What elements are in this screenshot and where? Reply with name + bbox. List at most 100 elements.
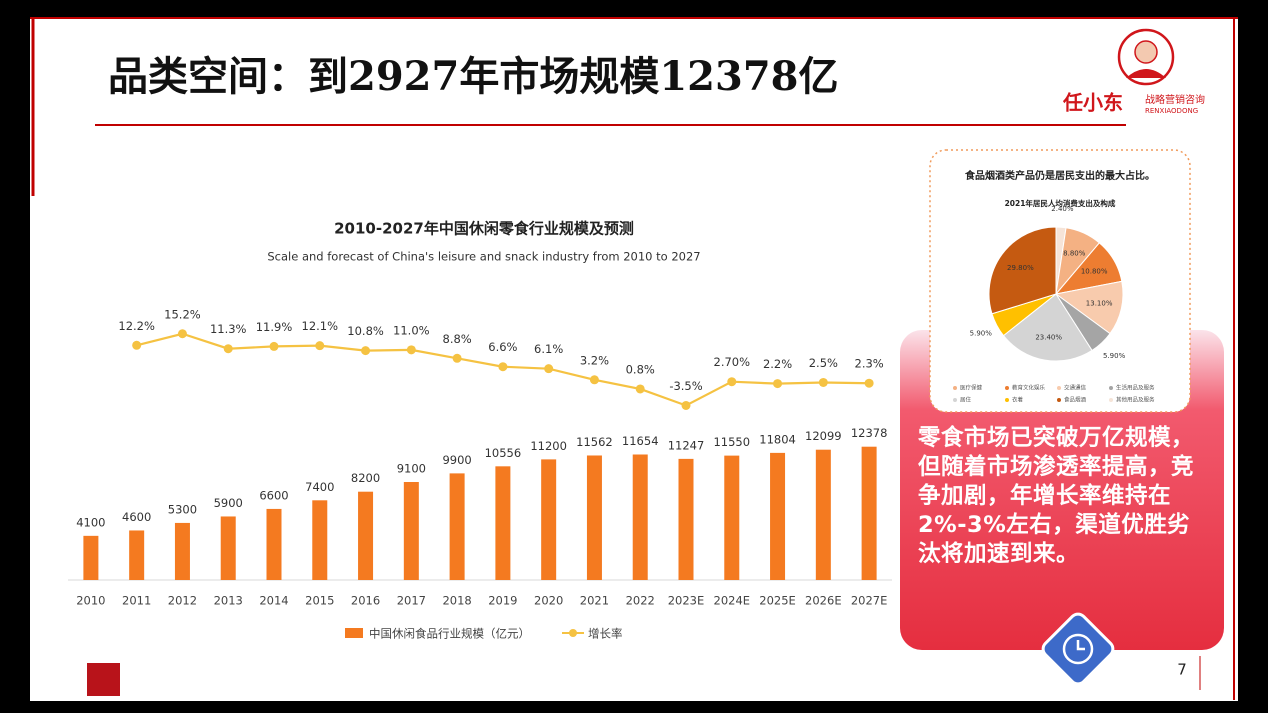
bar-label: 11550 — [713, 435, 750, 449]
legend-swatch — [569, 629, 577, 637]
pie-label: 2.40% — [1051, 205, 1074, 213]
legend-swatch — [1005, 386, 1009, 390]
line-point — [177, 329, 187, 339]
legend-swatch — [953, 386, 957, 390]
bar — [632, 454, 648, 580]
line-label: -3.5% — [669, 379, 702, 393]
legend-swatch — [953, 398, 957, 402]
bar-label: 11654 — [622, 434, 659, 448]
legend-label: 医疗保健 — [960, 384, 983, 392]
x-tick-label: 2011 — [122, 594, 151, 608]
legend-label: 教育文化娱乐 — [1012, 384, 1046, 392]
x-tick-label: 2027E — [851, 594, 888, 608]
legend-label: 其他用品及服务 — [1116, 396, 1155, 404]
bar — [403, 482, 419, 580]
line-point — [589, 375, 599, 385]
bar — [815, 449, 831, 580]
bar — [678, 458, 694, 580]
pie-label: 10.80% — [1081, 268, 1108, 276]
bar — [358, 491, 374, 580]
bar-label: 7400 — [305, 480, 334, 494]
line-point — [132, 340, 142, 350]
logo-face — [1134, 40, 1158, 64]
bar-label: 4100 — [76, 515, 105, 529]
legend-swatch — [1109, 386, 1113, 390]
pie-label: 29.80% — [1007, 264, 1034, 272]
legend-swatch — [345, 628, 363, 638]
line-label: 2.2% — [763, 357, 792, 371]
slide-title: 品类空间：到2927年市场规模12378亿 — [108, 53, 839, 100]
line-point — [223, 344, 233, 354]
chart-subtitle: Scale and forecast of China's leisure an… — [267, 250, 700, 264]
pie-label: 5.90% — [1103, 352, 1126, 360]
line-label: 12.2% — [118, 319, 155, 333]
legend-label: 衣着 — [1012, 396, 1024, 404]
bar — [861, 446, 877, 580]
bar-label: 4600 — [122, 510, 151, 524]
line-point — [635, 384, 645, 394]
x-tick-label: 2026E — [805, 594, 842, 608]
clock-icon — [1041, 612, 1115, 686]
icon-hands — [1076, 640, 1085, 651]
legend-label: 交通通信 — [1064, 384, 1087, 392]
pie-label: 13.10% — [1086, 300, 1113, 308]
callout-text: 零食市场已突破万亿规模，但随着市场渗透率提高，竞争加剧，年增长率维持在2%-3%… — [918, 425, 1195, 567]
line-label: 11.3% — [210, 322, 247, 336]
x-tick-label: 2024E — [714, 594, 751, 608]
pie-heading: 食品烟酒类产品仍是居民支出的最大占比。 — [964, 169, 1155, 182]
line-label: 0.8% — [626, 362, 655, 376]
bar-label: 10556 — [485, 446, 522, 460]
bar — [312, 500, 328, 580]
legend-label: 居住 — [960, 396, 972, 404]
bar-label: 11804 — [759, 432, 796, 446]
legend-label: 中国休闲食品行业规模（亿元） — [369, 627, 530, 641]
x-tick-label: 2012 — [168, 594, 197, 608]
bar — [174, 522, 190, 580]
pie-slice — [988, 226, 1057, 315]
line-point — [406, 345, 416, 355]
bar — [83, 535, 99, 580]
x-tick-label: 2018 — [442, 594, 471, 608]
legend-swatch — [1057, 386, 1061, 390]
bar — [586, 455, 602, 580]
legend-label: 食品烟酒 — [1064, 396, 1087, 404]
pie-label: 8.80% — [1063, 250, 1086, 258]
line-point — [773, 379, 783, 389]
icon-dial — [1062, 633, 1094, 665]
bar — [495, 466, 511, 580]
bar-label: 5300 — [168, 502, 197, 516]
bar-label: 11247 — [668, 438, 705, 452]
line-point — [864, 378, 874, 388]
line-point — [818, 377, 828, 387]
line-label: 2.70% — [714, 355, 751, 369]
line-point — [361, 346, 371, 356]
line-label: 6.6% — [488, 340, 517, 354]
pie-slice — [1002, 293, 1093, 362]
line-point — [269, 341, 279, 351]
bar — [724, 455, 740, 580]
line-label: 11.0% — [393, 323, 430, 337]
x-tick-label: 2025E — [759, 594, 796, 608]
line-point — [727, 377, 737, 387]
logo-latin: RENXIAODONG — [1145, 107, 1198, 115]
page-number: 7 — [1177, 661, 1187, 679]
chart-title: 2010-2027年中国休闲零食行业规模及预测 — [334, 220, 634, 238]
pie-label: 5.90% — [970, 330, 993, 338]
corner-square — [87, 663, 120, 696]
bar-label: 5900 — [214, 496, 243, 510]
line-label: 10.8% — [347, 324, 384, 338]
line-point — [315, 341, 325, 351]
x-tick-label: 2016 — [351, 594, 380, 608]
bar-label: 11562 — [576, 435, 613, 449]
bar-label: 6600 — [259, 488, 288, 502]
bar-label: 12099 — [805, 429, 842, 443]
line-point — [498, 362, 508, 372]
line-label: 6.1% — [534, 342, 563, 356]
bar-label: 8200 — [351, 471, 380, 485]
line-label: 12.1% — [302, 319, 339, 333]
legend-swatch — [1057, 398, 1061, 402]
x-tick-label: 2017 — [397, 594, 426, 608]
legend-swatch — [1005, 398, 1009, 402]
x-tick-label: 2021 — [580, 594, 609, 608]
